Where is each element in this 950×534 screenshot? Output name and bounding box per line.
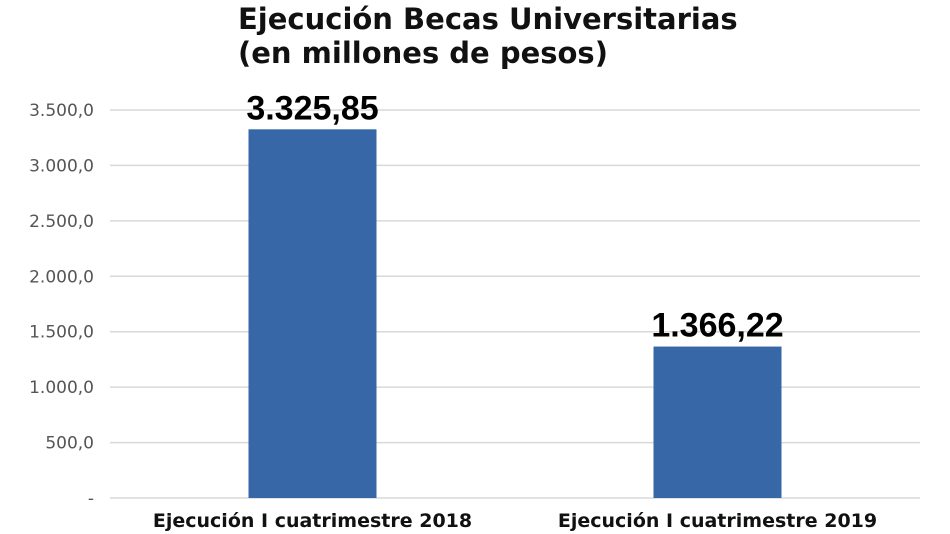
y-tick-label: 3.500,0 [29, 101, 94, 121]
x-axis-labels: Ejecución I cuatrimestre 2018 Ejecución I… [153, 510, 877, 532]
y-tick-label: - [88, 489, 94, 509]
chart-title: Ejecución Becas Universitarias (en millo… [238, 2, 738, 70]
data-label: 3.325,85 [246, 89, 378, 127]
data-label: 1.366,22 [651, 307, 783, 345]
y-axis-ticks: - 500,0 1.000,0 1.500,0 2.000,0 2.500,0 3.000,… [29, 101, 94, 509]
bar [248, 129, 377, 498]
y-tick-label: 500,0 [45, 434, 94, 454]
y-tick-label: 2.000,0 [29, 267, 94, 287]
y-tick-label: 2.500,0 [29, 212, 94, 232]
x-category-label: Ejecución I cuatrimestre 2019 [558, 510, 877, 532]
bars [248, 129, 782, 498]
x-category-label: Ejecución I cuatrimestre 2018 [153, 510, 472, 532]
data-labels: 3.325,85 1.366,22 [246, 89, 783, 344]
chart-title-line1: Ejecución Becas Universitarias [238, 2, 738, 36]
y-tick-label: 1.500,0 [29, 323, 94, 343]
chart-title-line2: (en millones de pesos) [238, 36, 608, 70]
bar [653, 346, 782, 498]
y-tick-label: 3.000,0 [29, 156, 94, 176]
y-tick-label: 1.000,0 [29, 378, 94, 398]
gridlines [110, 109, 920, 499]
